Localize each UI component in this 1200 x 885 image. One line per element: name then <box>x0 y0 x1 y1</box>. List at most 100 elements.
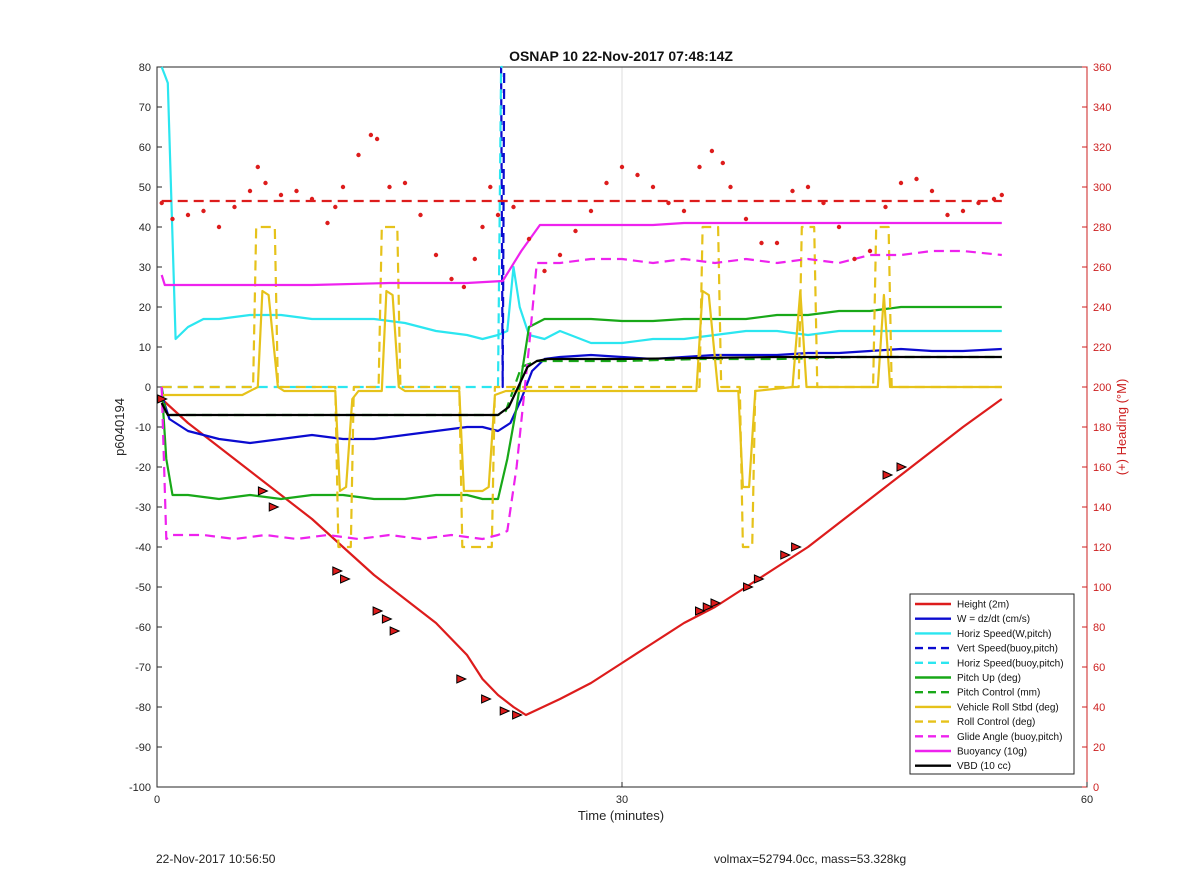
heading-point <box>368 132 374 138</box>
heading-point <box>433 252 439 258</box>
legend-label: Height (2m) <box>957 600 1009 611</box>
height-marker <box>710 598 722 608</box>
y-tick-label: 10 <box>139 342 151 354</box>
y2-tick-label: 260 <box>1093 262 1111 274</box>
y2-tick-label: 320 <box>1093 142 1111 154</box>
legend-label: Horiz Speed(W,pitch) <box>957 629 1051 640</box>
height-marker <box>257 486 269 496</box>
height-marker <box>389 626 401 636</box>
legend-box <box>909 593 1075 775</box>
marker-layer <box>157 394 908 720</box>
heading-point <box>511 204 516 210</box>
y-tick-label: -20 <box>135 462 151 474</box>
y2-axis-label: (+) Heading (°M) <box>1114 379 1129 476</box>
heading-point <box>461 284 467 290</box>
heading-point <box>255 164 260 170</box>
y2-tick-label: 160 <box>1093 462 1111 474</box>
heading-point <box>557 252 563 258</box>
heading-point <box>914 176 919 182</box>
heading-point <box>697 164 702 170</box>
height-marker <box>882 470 894 480</box>
height-marker <box>381 614 393 624</box>
y-axis-label: p6040194 <box>112 398 127 456</box>
y2-tick-label: 0 <box>1093 782 1099 794</box>
heading-point <box>709 148 715 154</box>
y2-tick-label: 40 <box>1093 702 1105 714</box>
heading-point <box>588 208 594 214</box>
heading-point <box>333 204 338 210</box>
heading-point <box>387 184 392 190</box>
height-marker <box>702 602 714 612</box>
heading-point <box>247 188 253 194</box>
height-marker <box>456 674 468 684</box>
height-marker <box>268 502 280 512</box>
x-axis: 0 30 60 <box>154 782 1093 806</box>
x-tick-label: 0 <box>154 794 160 806</box>
y-tick-label: -70 <box>135 662 151 674</box>
heading-point <box>294 188 299 194</box>
height-marker <box>372 606 384 616</box>
height-marker <box>753 574 765 584</box>
right-axis: 0 20 40 60 80 100 120 140 160 180 200 220 240 260 280 3… <box>1082 62 1111 794</box>
height-marker <box>499 706 511 716</box>
heading-point <box>883 204 888 210</box>
y-tick-label: -60 <box>135 622 151 634</box>
legend-label: Pitch Control (mm) <box>957 688 1040 699</box>
y2-tick-label: 340 <box>1093 102 1111 114</box>
heading-point <box>356 152 361 158</box>
y-tick-label: 70 <box>139 102 151 114</box>
y2-tick-label: 120 <box>1093 542 1111 554</box>
heading-point <box>999 192 1004 198</box>
series-pitch-up-deg <box>160 305 1002 501</box>
heading-point <box>374 136 380 142</box>
y-tick-label: 20 <box>139 302 151 314</box>
legend-label: Buoyancy (10g) <box>957 747 1027 758</box>
legend-label: Vert Speed(buoy,pitch) <box>957 644 1058 655</box>
heading-point <box>449 276 454 282</box>
x-tick-label: 60 <box>1081 794 1093 806</box>
heading-point <box>472 256 477 262</box>
series-glide-angle-buoy-pitch <box>160 249 1002 541</box>
legend-label: VBD (10 cc) <box>957 761 1011 772</box>
height-marker <box>791 542 802 552</box>
heading-point <box>945 212 950 218</box>
heading-point <box>488 184 493 190</box>
heading-point <box>480 224 485 230</box>
legend-label: Pitch Up (deg) <box>957 673 1021 684</box>
height-marker <box>695 606 706 616</box>
y2-tick-label: 240 <box>1093 302 1111 314</box>
series-vbd-10-cc <box>160 355 1002 417</box>
y-tick-label: -50 <box>135 582 151 594</box>
heading-point <box>836 224 842 230</box>
height-marker <box>896 462 908 472</box>
y-tick-label: -30 <box>135 502 151 514</box>
y-tick-label: -80 <box>135 702 151 714</box>
heading-point <box>573 228 578 234</box>
series-horiz-speed-buoy-pitch <box>161 65 503 389</box>
left-axis: -100-90-80-70-60-50-40-30-20-10010203040… <box>129 62 162 794</box>
footer-volmax-mass: volmax=52794.0cc, mass=53.328kg <box>714 852 907 866</box>
y2-tick-label: 220 <box>1093 342 1111 354</box>
y-tick-label: 60 <box>139 142 151 154</box>
series-vert-speed-buoy-pitch <box>500 66 506 389</box>
heading-point <box>542 268 547 274</box>
series-heading-right-axis <box>159 132 1004 290</box>
heading-point <box>418 212 423 218</box>
height-marker <box>332 566 344 576</box>
heading-point <box>201 208 206 214</box>
heading-point <box>759 240 764 246</box>
heading-point <box>728 184 733 190</box>
height-marker <box>481 694 492 704</box>
heading-point <box>263 180 268 186</box>
heading-point <box>743 216 749 222</box>
heading-point <box>852 256 857 262</box>
legend-label: Glide Angle (buoy,pitch) <box>957 732 1062 743</box>
legend: Height (2m) W = dz/dt (cm/s) Horiz Speed(W… <box>909 593 1075 775</box>
y2-tick-label: 100 <box>1093 582 1111 594</box>
y2-tick-label: 180 <box>1093 422 1111 434</box>
y-tick-label: 80 <box>139 62 151 74</box>
height-marker <box>340 574 351 584</box>
heading-point <box>495 212 501 218</box>
heading-point <box>185 212 191 218</box>
